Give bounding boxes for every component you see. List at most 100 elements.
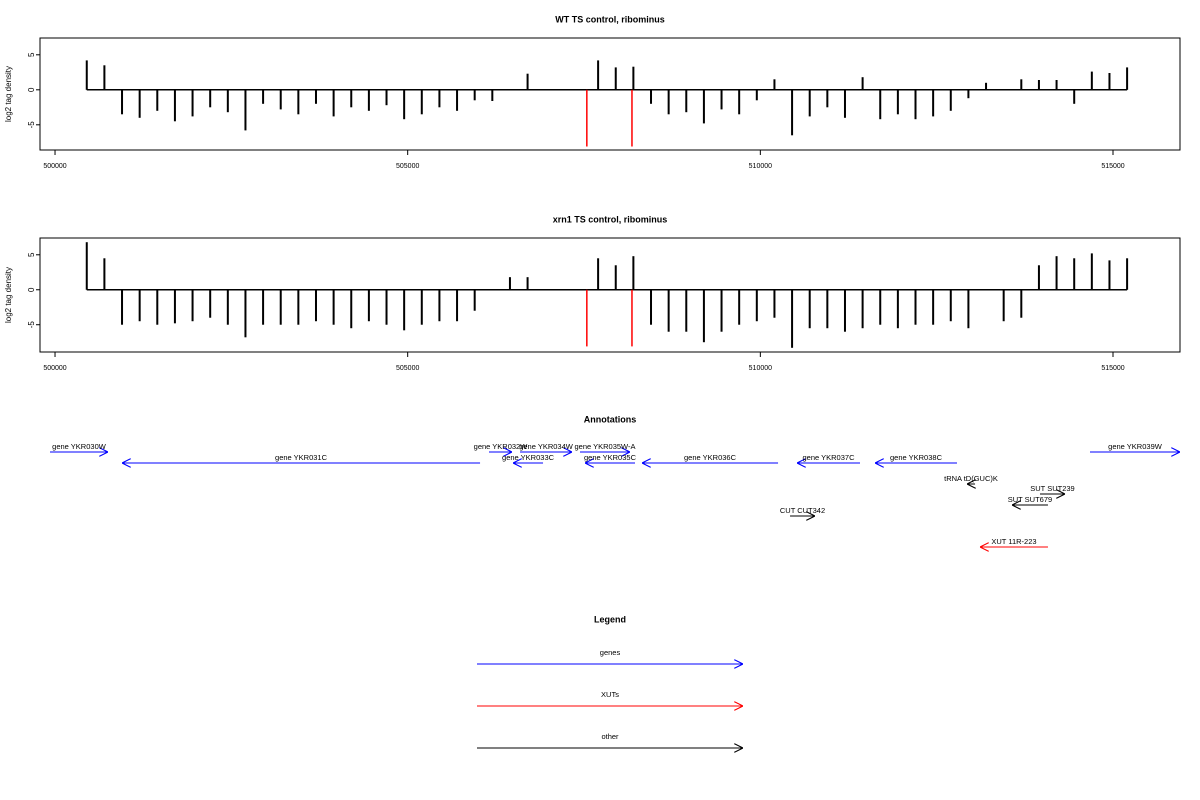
annotations-title: Annotations bbox=[584, 414, 637, 424]
feature-label: gene YKR039W bbox=[1108, 442, 1163, 451]
density-bar bbox=[1055, 80, 1058, 90]
density-bar bbox=[667, 289, 670, 332]
density-bar bbox=[367, 89, 370, 111]
density-bar bbox=[738, 89, 741, 115]
density-bar bbox=[456, 89, 459, 111]
chart-title: WT TS control, ribominus bbox=[555, 14, 665, 24]
density-bar bbox=[138, 289, 141, 322]
density-bar bbox=[755, 89, 758, 101]
density-bar bbox=[420, 289, 423, 325]
density-bar bbox=[209, 289, 212, 318]
feature-label: CUT CUT342 bbox=[780, 506, 825, 515]
density-bar bbox=[791, 89, 794, 136]
density-bar bbox=[967, 89, 970, 99]
density-bar bbox=[773, 79, 776, 90]
density-bar bbox=[843, 289, 846, 332]
density-bar bbox=[85, 60, 88, 90]
density-bar bbox=[932, 89, 935, 117]
density-bar bbox=[932, 289, 935, 325]
y-tick-label: -5 bbox=[27, 321, 36, 329]
density-bar bbox=[244, 89, 247, 131]
density-bar bbox=[667, 89, 670, 115]
density-bar bbox=[614, 265, 617, 290]
density-bar bbox=[244, 289, 247, 338]
density-bar bbox=[985, 82, 988, 90]
density-bar bbox=[438, 89, 441, 108]
density-bar bbox=[367, 289, 370, 322]
density-bar bbox=[1126, 67, 1129, 90]
density-bar bbox=[861, 289, 864, 329]
density-bar bbox=[685, 289, 688, 332]
feature-label: gene YKR037C bbox=[803, 453, 856, 462]
density-bar bbox=[226, 89, 229, 113]
plot-box bbox=[39, 237, 1181, 353]
density-bar bbox=[597, 258, 600, 290]
density-bar bbox=[1126, 258, 1129, 290]
density-bar bbox=[896, 289, 899, 329]
density-bar bbox=[403, 289, 406, 331]
density-bar bbox=[1037, 80, 1040, 90]
x-tick-label: 505000 bbox=[396, 163, 419, 170]
density-bar bbox=[121, 289, 124, 325]
legend-label: XUTs bbox=[601, 690, 619, 699]
density-bar bbox=[949, 89, 952, 111]
density-bar bbox=[1108, 73, 1111, 90]
density-bar bbox=[209, 89, 212, 108]
density-bar bbox=[156, 289, 159, 325]
density-bar bbox=[702, 289, 705, 343]
y-tick-label: 0 bbox=[27, 287, 36, 292]
density-bar bbox=[1037, 265, 1040, 290]
density-bar bbox=[403, 89, 406, 120]
density-bar bbox=[85, 242, 88, 290]
density-bar bbox=[103, 258, 106, 290]
density-bar bbox=[702, 89, 705, 124]
density-bar bbox=[1090, 71, 1093, 90]
density-bar bbox=[826, 289, 829, 329]
density-bar bbox=[650, 89, 653, 104]
density-bar bbox=[632, 66, 635, 90]
density-bar bbox=[297, 289, 300, 325]
density-bar bbox=[332, 289, 335, 325]
density-bar bbox=[808, 289, 811, 329]
density-bar bbox=[526, 277, 529, 290]
feature-label: tRNA tD(GUC)K bbox=[944, 474, 998, 483]
density-bar bbox=[1020, 289, 1023, 318]
y-tick-label: 5 bbox=[27, 52, 36, 57]
x-tick-label: 510000 bbox=[749, 163, 772, 170]
density-bar bbox=[879, 289, 882, 325]
density-bar bbox=[350, 89, 353, 108]
density-bar bbox=[1073, 89, 1076, 104]
x-tick-label: 510000 bbox=[749, 365, 772, 372]
density-bar bbox=[173, 289, 176, 324]
y-axis-label: log2 tag density bbox=[4, 267, 13, 323]
density-bar bbox=[156, 89, 159, 111]
density-bar bbox=[508, 277, 511, 290]
feature-label: gene YKR031C bbox=[275, 453, 328, 462]
chart-title: xrn1 TS control, ribominus bbox=[553, 214, 668, 224]
density-bar bbox=[614, 67, 617, 90]
density-bar bbox=[173, 89, 176, 122]
density-bar bbox=[1020, 79, 1023, 90]
y-tick-label: -5 bbox=[27, 121, 36, 129]
density-bar bbox=[297, 89, 300, 115]
density-bar bbox=[121, 89, 124, 115]
density-bar bbox=[191, 89, 194, 117]
density-bar bbox=[385, 289, 388, 325]
density-bar bbox=[720, 89, 723, 110]
density-bar bbox=[1073, 258, 1076, 290]
x-tick-label: 515000 bbox=[1101, 163, 1124, 170]
x-tick-label: 515000 bbox=[1101, 365, 1124, 372]
density-bar bbox=[526, 73, 529, 90]
density-bar bbox=[914, 289, 917, 325]
y-tick-label: 5 bbox=[27, 252, 36, 257]
density-bar bbox=[879, 89, 882, 120]
density-bar bbox=[597, 60, 600, 90]
feature-label: gene YKR038C bbox=[890, 453, 943, 462]
density-bar bbox=[685, 89, 688, 113]
x-tick-label: 500000 bbox=[43, 365, 66, 372]
density-bar bbox=[967, 289, 970, 329]
plot-box bbox=[39, 37, 1181, 151]
density-bar bbox=[949, 289, 952, 322]
density-bar bbox=[262, 89, 265, 104]
